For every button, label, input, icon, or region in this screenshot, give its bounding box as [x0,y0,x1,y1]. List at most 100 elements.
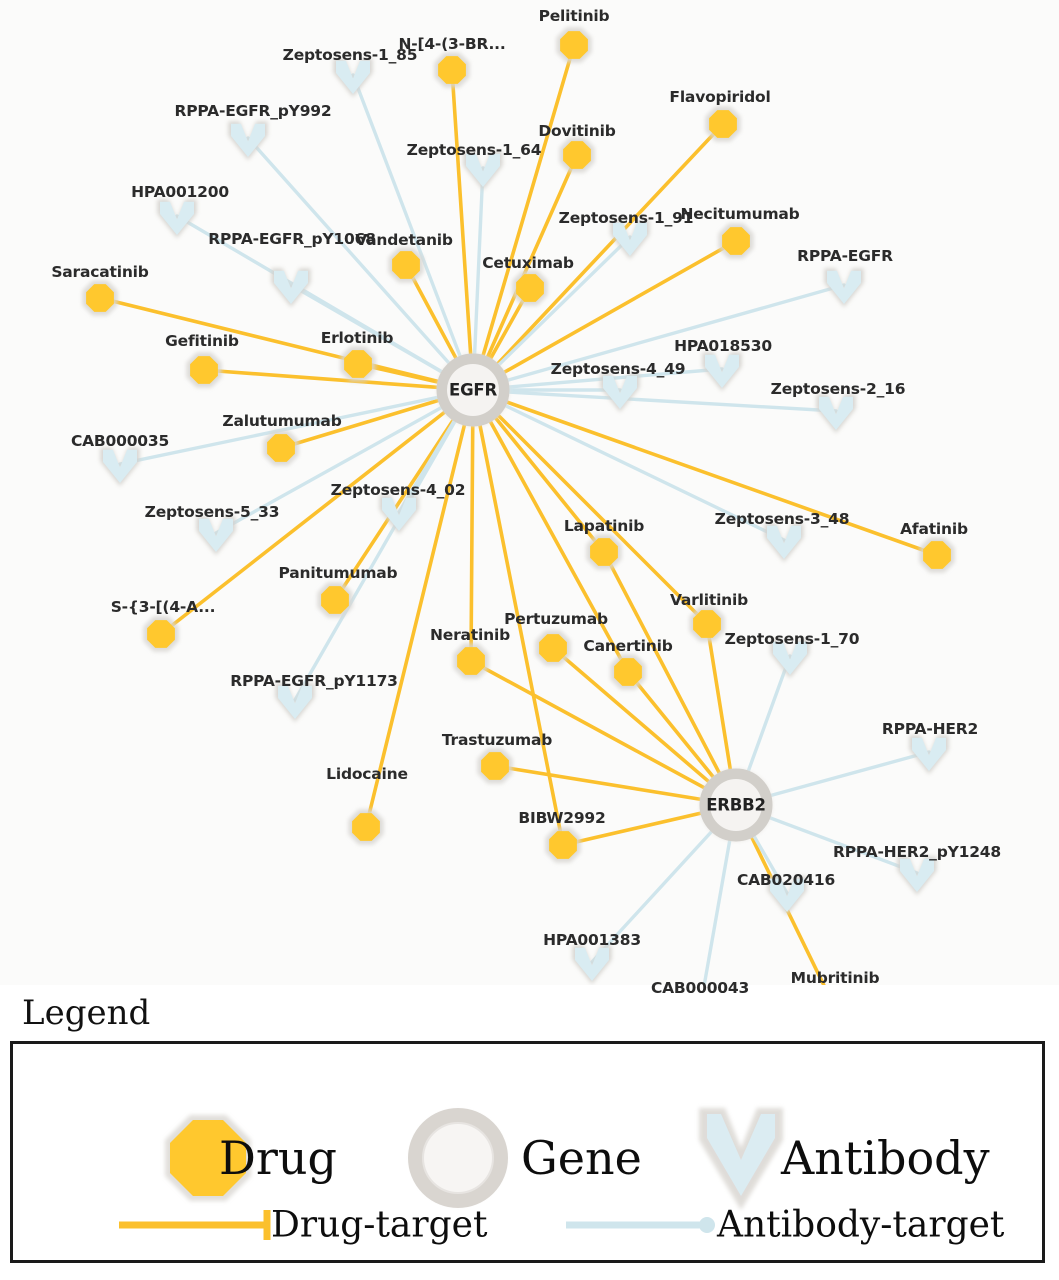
antibody-node-shape[interactable] [466,153,500,188]
antibody-target-edge [758,812,919,875]
antibody-node[interactable] [702,352,742,392]
drug-node[interactable] [586,534,622,570]
drug-node[interactable] [545,827,581,863]
antibody-node-shape[interactable] [199,518,233,553]
drug-node[interactable] [348,809,384,845]
drug-node-shape[interactable] [147,620,175,648]
antibody-node[interactable] [897,856,937,896]
gene-node-center[interactable] [447,364,499,416]
drug-node[interactable] [477,748,513,784]
drug-node[interactable] [718,223,754,259]
antibody-node-shape[interactable] [819,396,853,431]
drug-node-shape[interactable] [481,752,509,780]
antibody-node-shape[interactable] [912,737,946,772]
antibody-node[interactable] [816,394,856,434]
legend-antibody-target-label: Antibody-target [717,1204,1005,1246]
antibody-node[interactable] [909,735,949,775]
antibody-node[interactable] [610,220,650,260]
antibody-node-shape[interactable] [231,123,265,158]
antibody-node[interactable] [196,516,236,556]
drug-node-shape[interactable] [590,538,618,566]
drug-node[interactable] [317,582,353,618]
antibody-node-shape[interactable] [103,449,137,484]
drug-node[interactable] [434,52,470,88]
drug-node-shape[interactable] [549,831,577,859]
drug-node-shape[interactable] [392,251,420,279]
antibody-node-shape[interactable] [575,947,609,982]
antibody-node-shape[interactable] [900,858,934,893]
drug-target-edge [705,622,734,782]
antibody-node[interactable] [333,58,373,98]
antibody-node-shape[interactable] [160,201,194,236]
drug-node[interactable] [388,247,424,283]
drug-target-edge [450,68,474,366]
gene-node[interactable] [436,353,510,427]
drug-node[interactable] [143,616,179,652]
drug-node-shape[interactable] [516,274,544,302]
antibody-node[interactable] [157,199,197,239]
antibody-node[interactable] [271,268,311,308]
antibody-node-shape[interactable] [278,685,312,720]
drug-node-shape[interactable] [457,647,485,675]
drug-node[interactable] [705,106,741,142]
antibody-node[interactable] [228,121,268,161]
antibody-node[interactable] [770,639,810,679]
antibody-node[interactable] [600,373,640,413]
antibody-node[interactable] [764,523,804,563]
gene-node-ring[interactable] [699,768,773,842]
drug-node[interactable] [186,352,222,388]
drug-node-shape[interactable] [352,813,380,841]
drug-node-shape[interactable] [86,284,114,312]
drug-node-shape[interactable] [709,110,737,138]
drug-target-edge [602,550,726,784]
antibody-node[interactable] [767,876,807,916]
drug-node-shape[interactable] [693,610,721,638]
antibody-node-shape[interactable] [336,60,370,95]
drug-node[interactable] [512,270,548,306]
drug-node-shape[interactable] [563,141,591,169]
drug-node[interactable] [340,346,376,382]
gene-node-ring[interactable] [436,353,510,427]
antibody-node-shape[interactable] [382,497,416,532]
gene-node-center[interactable] [710,779,762,831]
antibody-node-shape[interactable] [827,270,861,305]
drug-node[interactable] [82,280,118,316]
drug-node[interactable] [556,27,592,63]
antibody-node[interactable] [824,268,864,308]
antibody-node-shape[interactable] [773,641,807,676]
drug-node[interactable] [610,654,646,690]
drug-node[interactable] [263,430,299,466]
antibody-target-edge [214,400,452,535]
antibody-node-shape[interactable] [770,878,804,913]
drug-node-shape[interactable] [923,541,951,569]
drug-node-shape[interactable] [614,658,642,686]
antibody-node-shape[interactable] [705,354,739,389]
drug-node-shape[interactable] [267,434,295,462]
antibody-node[interactable] [572,945,612,985]
antibody-node[interactable] [275,683,315,723]
drug-node-shape[interactable] [321,586,349,614]
drug-node-shape[interactable] [560,31,588,59]
antibody-node-shape[interactable] [274,270,308,305]
edges-layer [98,43,939,985]
antibody-target-edge [496,283,846,385]
drug-node[interactable] [535,630,571,666]
antibody-node[interactable] [463,151,503,191]
drug-node[interactable] [559,137,595,173]
antibody-node[interactable] [379,495,419,535]
drug-node-shape[interactable] [438,56,466,84]
drug-target-edge [483,410,630,674]
gene-node[interactable] [699,768,773,842]
drug-node-shape[interactable] [344,350,372,378]
drug-node[interactable] [453,643,489,679]
drug-node[interactable] [689,606,725,642]
drug-node-shape[interactable] [722,227,750,255]
drug-node[interactable] [919,537,955,573]
antibody-node-shape[interactable] [603,375,637,410]
antibody-node-shape[interactable] [613,222,647,257]
drug-node-shape[interactable] [190,356,218,384]
drug-node-shape[interactable] [539,634,567,662]
antibody-node[interactable] [100,447,140,487]
antibody-node-shape[interactable] [767,525,801,560]
network-diagram[interactable]: N-[4-(3-BR... Pelitinib Flavopiridol Doviti… [0,0,1059,997]
